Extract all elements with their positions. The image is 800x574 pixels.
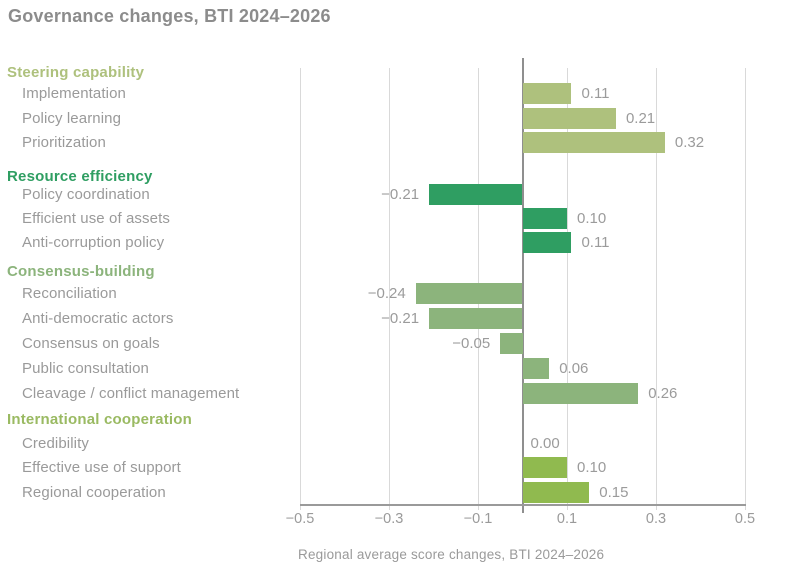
value-label-anti-democratic-actors: −0.21	[381, 309, 420, 327]
x-tick-label: 0.3	[645, 511, 667, 527]
bar-policy-coordination	[429, 183, 523, 205]
row-label-effective-use-of-support: Effective use of support	[22, 459, 181, 476]
bar-anti-corruption-policy	[522, 232, 572, 253]
value-label-regional-cooperation: 0.15	[599, 483, 629, 501]
gridline-neg0.3	[388, 68, 390, 510]
value-label-public-consultation: 0.06	[559, 359, 589, 377]
chart-title: Governance changes, BTI 2024–2026	[8, 6, 331, 26]
bar-policy-learning	[522, 107, 616, 129]
x-axis-caption: Regional average score changes, BTI 2024…	[298, 547, 605, 562]
gridline-neg0.5	[299, 68, 301, 510]
x-tick-label: 0.1	[556, 511, 578, 527]
bar-implementation	[522, 83, 572, 104]
group-header-consensus-building: Consensus-building	[7, 263, 155, 280]
value-label-anti-corruption-policy: 0.11	[581, 234, 610, 251]
value-label-policy-coordination: −0.21	[381, 185, 420, 203]
gridline-0.1	[566, 68, 568, 510]
row-label-cleavage-conflict-management: Cleavage / conflict management	[22, 384, 240, 402]
bar-public-consultation	[522, 357, 550, 379]
group-header-international-cooperation: International cooperation	[7, 411, 193, 428]
value-label-reconciliation: −0.24	[367, 284, 406, 302]
row-label-regional-cooperation: Regional cooperation	[22, 483, 166, 501]
value-label-cleavage-conflict-management: 0.26	[648, 384, 678, 402]
row-label-anti-democratic-actors: Anti-democratic actors	[22, 309, 174, 327]
x-tick-label: 0.5	[734, 511, 756, 527]
value-label-effective-use-of-support: 0.10	[577, 459, 607, 476]
x-tick-label: −0.1	[463, 511, 493, 527]
row-label-public-consultation: Public consultation	[22, 359, 149, 377]
row-label-credibility: Credibility	[22, 434, 89, 452]
group-header-resource-efficiency: Resource efficiency	[7, 168, 153, 185]
bar-reconciliation	[415, 282, 523, 304]
row-label-consensus-on-goals: Consensus on goals	[22, 334, 160, 352]
x-tick-label: −0.3	[374, 511, 404, 527]
bar-anti-democratic-actors	[429, 307, 523, 329]
bar-effective-use-of-support	[522, 457, 567, 478]
value-label-policy-learning: 0.21	[625, 109, 656, 127]
x-axis-line	[300, 504, 746, 506]
gridline-0.3	[655, 68, 657, 510]
bar-regional-cooperation	[522, 481, 590, 503]
bar-prioritization	[522, 132, 665, 153]
row-label-efficient-use-of-assets: Efficient use of assets	[22, 209, 170, 227]
value-label-prioritization: 0.32	[674, 134, 705, 151]
row-label-policy-learning: Policy learning	[22, 109, 122, 127]
row-label-implementation: Implementation	[22, 85, 126, 102]
zero-baseline	[521, 58, 524, 513]
value-label-implementation: 0.11	[581, 85, 610, 102]
value-label-credibility: 0.00	[530, 434, 560, 452]
bar-efficient-use-of-assets	[522, 207, 567, 229]
group-header-steering-capability: Steering capability	[7, 64, 145, 81]
value-label-efficient-use-of-assets: 0.10	[577, 209, 607, 227]
bar-cleavage-conflict-management	[522, 382, 639, 404]
gridline-0.5	[744, 68, 746, 510]
value-label-consensus-on-goals: −0.05	[452, 334, 491, 352]
row-label-prioritization: Prioritization	[22, 134, 106, 151]
row-label-reconciliation: Reconciliation	[22, 284, 117, 302]
x-tick-label: −0.5	[285, 511, 315, 527]
row-label-policy-coordination: Policy coordination	[22, 185, 150, 203]
row-label-anti-corruption-policy: Anti-corruption policy	[22, 234, 165, 251]
bar-consensus-on-goals	[500, 332, 523, 354]
